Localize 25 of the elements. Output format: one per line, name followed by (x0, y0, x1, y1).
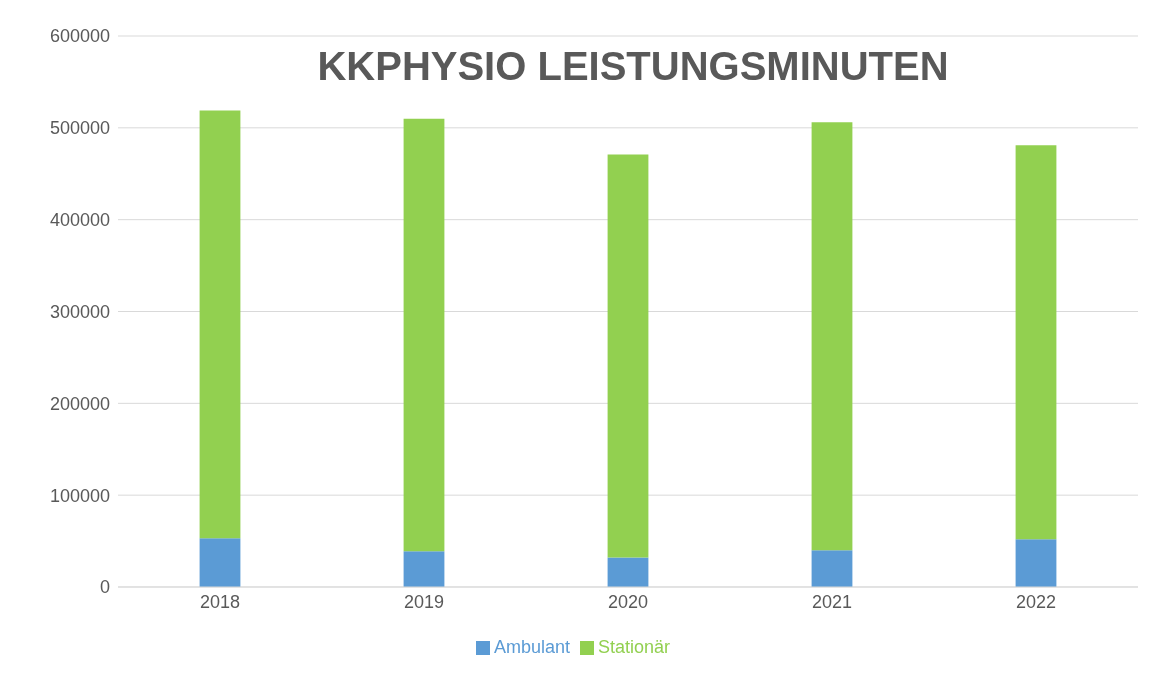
x-tick-label: 2019 (403, 591, 445, 612)
bar (607, 557, 649, 587)
bar (403, 551, 445, 587)
bar (811, 122, 853, 551)
y-tick-label: 0 (99, 577, 110, 598)
y-tick-label: 400000 (49, 210, 110, 231)
bar (403, 118, 445, 552)
bar (1015, 539, 1057, 587)
bar (199, 538, 241, 587)
x-tick-label: 2018 (199, 591, 241, 612)
y-tick-label: 500000 (49, 118, 110, 139)
x-tick-label: 2020 (607, 591, 649, 612)
chart-title: KKPHYSIO LEISTUNGSMINUTEN (316, 44, 950, 89)
bar (1015, 145, 1057, 540)
bar (199, 110, 241, 539)
x-tick-label: 2022 (1015, 591, 1057, 612)
y-tick-label: 200000 (49, 393, 110, 414)
bar (607, 154, 649, 558)
x-tick-label: 2021 (811, 591, 853, 612)
legend-label: Ambulant (493, 637, 570, 657)
y-tick-label: 300000 (49, 301, 110, 322)
y-tick-label: 600000 (49, 26, 110, 47)
bar (811, 550, 853, 587)
y-tick-label: 100000 (49, 485, 110, 506)
legend-label: Stationär (598, 637, 671, 657)
